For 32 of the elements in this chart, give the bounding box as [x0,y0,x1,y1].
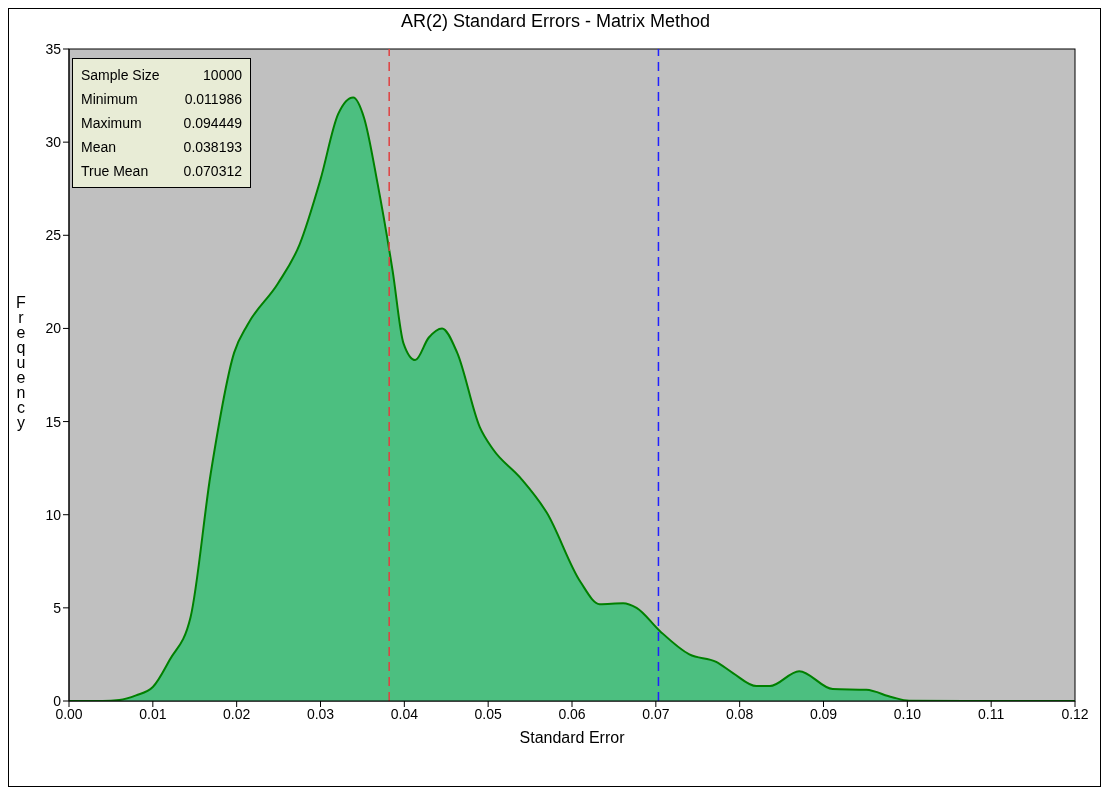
x-tick-label: 0.12 [1061,705,1089,722]
x-tick-label: 0.06 [558,705,586,722]
annotation: 0.094449 [183,114,242,133]
x-tick-label: 0.10 [893,705,922,722]
annotation: 0.038193 [183,138,242,157]
x-tick-label: 0.08 [726,705,754,722]
y-tick-label: 35 [45,40,62,57]
y-tick-label: 5 [53,599,62,616]
annotation: Sample Size [81,66,161,85]
x-tick-label: 0.11 [978,705,1005,722]
x-tick-label: 0.01 [139,705,167,722]
y-tick-label: 20 [45,320,62,337]
annotation: Minimum [81,90,139,109]
x-tick-label: 0.09 [809,705,838,722]
annotation: 10000 [202,66,242,85]
annotation: Mean [81,138,118,157]
x-tick-label: 0.05 [474,705,502,722]
y-tick-label: 15 [45,413,62,430]
y-tick-label: 30 [45,134,62,151]
y-tick-label: 10 [45,506,62,523]
annotation: Maximum [81,114,143,133]
x-axis-title: Standard Error [519,729,626,746]
annotation: 0.070312 [183,162,242,181]
annotation: 0.011986 [183,90,242,109]
chart-title: AR(2) Standard Errors - Matrix Method [399,11,712,32]
annotation: True Mean [81,162,150,181]
x-tick-label: 0.03 [306,705,335,722]
y-tick-label: 25 [45,227,62,244]
text: Frequency [16,293,26,431]
x-tick-label: 0.07 [642,705,670,722]
x-tick-label: 0.04 [390,705,419,722]
x-tick-label: 0.02 [223,705,251,722]
